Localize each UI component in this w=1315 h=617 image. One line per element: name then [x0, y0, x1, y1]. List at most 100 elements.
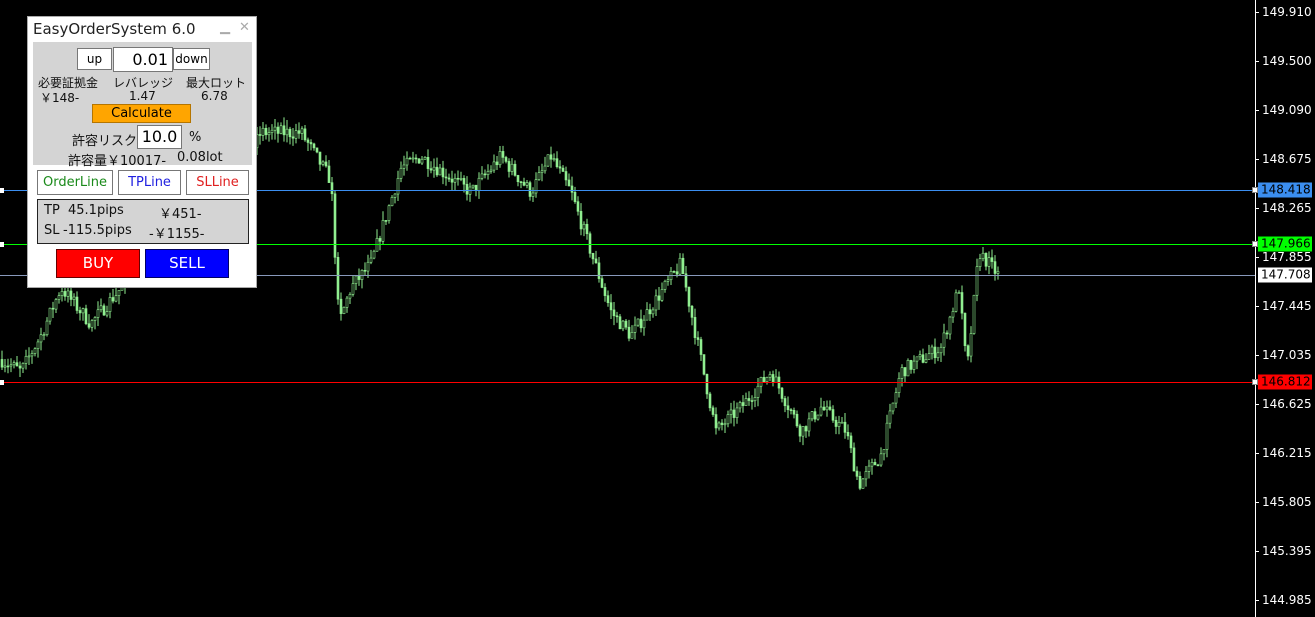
- candle: [660, 282, 664, 302]
- tick-mark: [1255, 306, 1259, 308]
- candle: [966, 344, 970, 361]
- candle: [867, 459, 871, 479]
- candle: [648, 303, 652, 322]
- candle: [495, 156, 499, 171]
- candle: [504, 155, 508, 164]
- tick-mark: [1255, 257, 1259, 259]
- candle: [21, 362, 25, 374]
- candle: [768, 371, 772, 382]
- candle: [948, 315, 952, 340]
- candle: [828, 400, 832, 411]
- candle: [864, 466, 868, 487]
- tp-line-handle[interactable]: [0, 188, 4, 194]
- lot-down-button[interactable]: down: [173, 48, 210, 70]
- candle: [621, 320, 625, 332]
- candle: [441, 160, 445, 185]
- candle: [927, 344, 931, 360]
- candle: [360, 269, 364, 289]
- price-tick: 149.500: [1262, 53, 1312, 68]
- candle: [819, 397, 823, 417]
- candle: [117, 290, 121, 305]
- candle: [3, 358, 7, 373]
- candle: [714, 407, 718, 435]
- candle: [342, 306, 346, 315]
- candle: [294, 123, 298, 144]
- candle: [414, 154, 418, 164]
- candle: [576, 196, 580, 216]
- candle: [963, 312, 967, 352]
- candle: [525, 180, 529, 189]
- candle: [738, 400, 742, 413]
- candle: [729, 402, 733, 424]
- candle: [741, 395, 745, 413]
- max-lot-label: 最大ロット: [186, 76, 247, 90]
- buy-button[interactable]: BUY: [56, 249, 140, 278]
- candle: [840, 417, 844, 424]
- candle: [327, 159, 331, 183]
- order-price-label: 147.966: [1258, 236, 1312, 252]
- risk-input[interactable]: 10.0: [137, 125, 182, 149]
- candle: [981, 247, 985, 262]
- candle: [399, 161, 403, 183]
- sl-line-button[interactable]: SLLine: [186, 170, 249, 195]
- candle: [114, 287, 118, 303]
- candle: [378, 235, 382, 251]
- candle: [666, 275, 670, 286]
- candle: [672, 270, 676, 274]
- order-line-handle[interactable]: [0, 242, 4, 248]
- candle: [12, 360, 16, 369]
- price-tick: 146.625: [1262, 397, 1312, 412]
- candle: [261, 121, 265, 141]
- candle: [537, 166, 541, 181]
- candle: [99, 298, 103, 313]
- candle: [48, 307, 52, 325]
- candle: [801, 426, 805, 446]
- lot-input[interactable]: 0.01: [113, 47, 173, 72]
- candle: [900, 364, 904, 387]
- tick-mark: [1255, 453, 1259, 455]
- candle: [87, 314, 91, 330]
- tp-line[interactable]: [0, 190, 1255, 192]
- sell-button[interactable]: SELL: [145, 249, 229, 278]
- candle: [339, 292, 343, 321]
- candle: [51, 301, 55, 318]
- candle: [951, 307, 955, 323]
- candle: [696, 331, 700, 347]
- candle: [309, 139, 313, 151]
- candle: [321, 160, 325, 167]
- tp-pips: 45.1pips: [68, 203, 124, 218]
- sl-line[interactable]: [0, 381, 1255, 383]
- candle: [543, 156, 547, 174]
- price-tick: 146.215: [1262, 446, 1312, 461]
- close-icon[interactable]: ✕: [239, 20, 250, 35]
- candle: [687, 286, 691, 313]
- tp-line-handle[interactable]: [1252, 187, 1258, 194]
- candle: [837, 415, 841, 435]
- candle: [876, 463, 880, 467]
- candle: [894, 387, 898, 408]
- order-line-button[interactable]: OrderLine: [37, 170, 113, 195]
- sl-line-handle[interactable]: [0, 379, 4, 385]
- lot-up-button[interactable]: up: [77, 48, 112, 70]
- minimize-icon[interactable]: ▁: [220, 20, 230, 35]
- candle: [762, 370, 766, 383]
- candle: [708, 391, 712, 412]
- tp-line-button[interactable]: TPLine: [118, 170, 181, 195]
- candle: [408, 156, 412, 160]
- candle: [24, 349, 28, 370]
- candle: [693, 308, 697, 345]
- order-line-handle[interactable]: [1252, 241, 1258, 248]
- candle: [930, 344, 934, 360]
- candle: [105, 305, 109, 318]
- candle: [84, 304, 88, 326]
- candle: [36, 339, 40, 358]
- candle: [903, 367, 907, 383]
- sl-line-handle[interactable]: [1252, 378, 1258, 385]
- candle: [510, 158, 514, 176]
- candle: [939, 343, 943, 362]
- candle: [393, 193, 397, 204]
- order-line[interactable]: [0, 244, 1255, 246]
- candle: [93, 316, 97, 330]
- candle: [639, 309, 643, 333]
- calculate-button[interactable]: Calculate: [92, 104, 191, 123]
